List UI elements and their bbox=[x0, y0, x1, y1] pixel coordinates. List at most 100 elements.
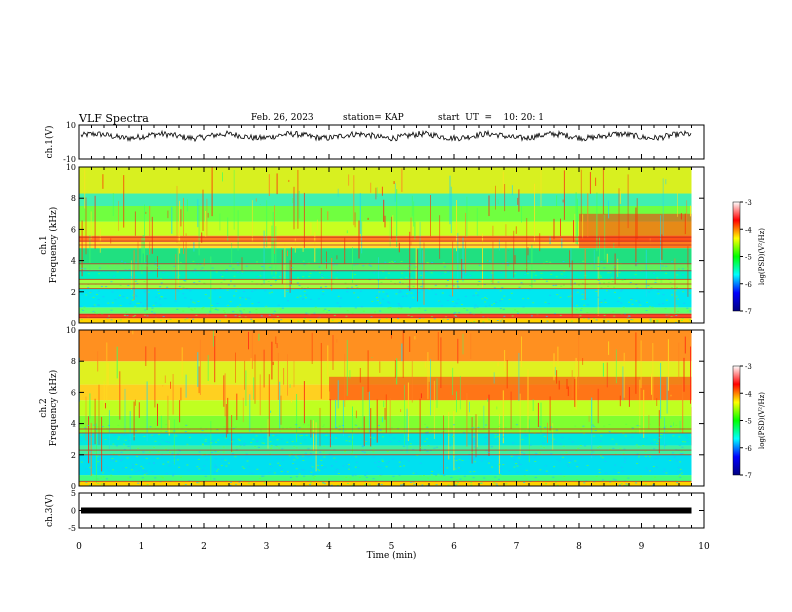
speckle bbox=[209, 310, 212, 312]
speckle bbox=[277, 458, 280, 460]
streak bbox=[160, 415, 162, 429]
streak bbox=[497, 199, 499, 205]
speckle bbox=[532, 302, 535, 304]
speckle bbox=[275, 444, 278, 446]
speckle bbox=[148, 451, 151, 453]
speckle bbox=[107, 266, 110, 268]
speckle bbox=[562, 261, 565, 263]
speckle bbox=[183, 279, 186, 281]
speckle bbox=[151, 311, 154, 313]
streak bbox=[131, 260, 132, 291]
spectral-band bbox=[79, 475, 692, 482]
streak bbox=[557, 346, 559, 366]
streak bbox=[319, 407, 321, 447]
streak bbox=[569, 250, 571, 268]
speckle bbox=[127, 285, 130, 287]
speckle bbox=[285, 471, 288, 473]
speckle bbox=[544, 427, 547, 429]
streak bbox=[219, 213, 221, 231]
speckle bbox=[279, 430, 282, 432]
speckle bbox=[258, 477, 261, 479]
speckle bbox=[94, 429, 97, 431]
speckle bbox=[120, 459, 123, 461]
speckle bbox=[197, 482, 200, 484]
streak bbox=[531, 244, 533, 288]
streak bbox=[303, 381, 305, 424]
speckle bbox=[172, 475, 175, 477]
speckle bbox=[605, 290, 608, 292]
speckle bbox=[466, 321, 469, 323]
speckle bbox=[100, 483, 103, 485]
speckle bbox=[607, 271, 610, 273]
y-axis-label: Frequency (kHz) bbox=[48, 207, 59, 284]
speckle bbox=[346, 435, 349, 437]
streak bbox=[574, 213, 576, 239]
speckle bbox=[501, 318, 504, 320]
speckle bbox=[309, 298, 312, 300]
speckle bbox=[549, 261, 552, 263]
speckle bbox=[684, 435, 687, 437]
speckle bbox=[619, 447, 622, 449]
streak bbox=[554, 366, 556, 376]
speckle bbox=[379, 467, 382, 469]
speckle bbox=[654, 279, 657, 281]
speckle bbox=[248, 311, 251, 313]
speckle bbox=[583, 317, 586, 319]
speckle bbox=[229, 265, 232, 267]
speckle bbox=[186, 443, 189, 445]
speckle bbox=[176, 276, 179, 278]
speckle bbox=[394, 260, 397, 262]
speckle bbox=[580, 307, 583, 309]
speckle bbox=[326, 431, 329, 433]
speckle bbox=[117, 471, 120, 473]
speckle bbox=[196, 466, 199, 468]
streak bbox=[290, 399, 292, 403]
speckle bbox=[515, 424, 518, 426]
speckle bbox=[293, 445, 296, 447]
speckle bbox=[193, 271, 196, 273]
speckle bbox=[301, 469, 304, 471]
speckle bbox=[96, 455, 99, 457]
speckle bbox=[414, 266, 417, 268]
speckle bbox=[97, 304, 100, 306]
speckle bbox=[252, 473, 255, 475]
speckle bbox=[236, 306, 239, 308]
speckle bbox=[604, 460, 607, 462]
streak bbox=[271, 225, 273, 275]
speckle bbox=[392, 475, 395, 477]
speckle bbox=[296, 296, 299, 298]
streak bbox=[101, 416, 103, 472]
speckle bbox=[289, 426, 292, 428]
speckle bbox=[246, 460, 249, 462]
streak bbox=[292, 198, 294, 204]
speckle bbox=[184, 483, 187, 485]
speckle bbox=[440, 475, 443, 477]
speckle bbox=[495, 301, 498, 303]
streak bbox=[436, 378, 438, 408]
streak bbox=[283, 367, 285, 385]
speckle bbox=[457, 467, 460, 469]
speckle bbox=[435, 484, 438, 486]
speckle bbox=[637, 446, 640, 448]
speckle bbox=[142, 479, 145, 481]
speckle bbox=[221, 276, 224, 278]
speckle bbox=[464, 295, 467, 297]
streak bbox=[476, 207, 478, 236]
colorbar-tick-label: -6 bbox=[745, 445, 752, 453]
speckle bbox=[524, 266, 527, 268]
streak bbox=[684, 213, 686, 235]
streak bbox=[367, 350, 369, 393]
speckle bbox=[377, 466, 380, 468]
speckle bbox=[213, 472, 216, 474]
speckle bbox=[600, 261, 603, 263]
speckle bbox=[620, 302, 623, 304]
speckle bbox=[257, 275, 260, 277]
speckle bbox=[182, 293, 185, 295]
streak bbox=[81, 220, 83, 277]
speckle bbox=[456, 281, 459, 283]
speckle bbox=[630, 319, 633, 321]
speckle bbox=[243, 443, 246, 445]
streak bbox=[452, 240, 454, 297]
speckle bbox=[309, 452, 312, 454]
speckle bbox=[503, 450, 506, 452]
